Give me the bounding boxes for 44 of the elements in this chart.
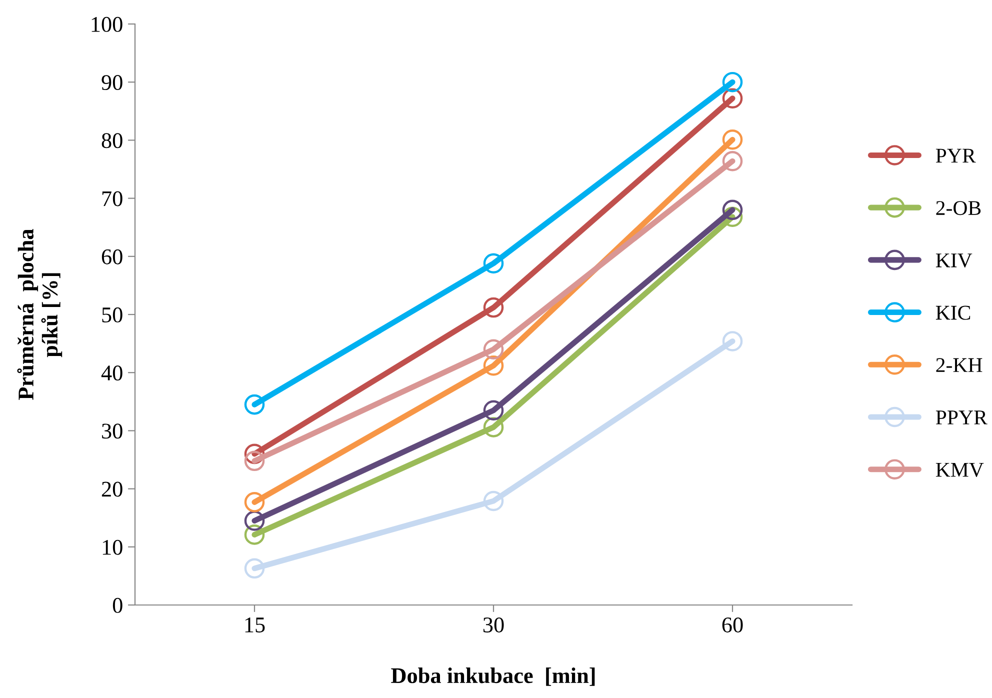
y-tick-label: 20 xyxy=(102,482,122,497)
point xyxy=(722,88,743,109)
x-axis-title: Doba inkubace [min] xyxy=(391,668,595,686)
point xyxy=(244,524,265,545)
point xyxy=(244,558,265,579)
point xyxy=(722,331,743,352)
y-tick-label: 70 xyxy=(102,191,122,206)
x-tick-label: 30 xyxy=(483,617,504,632)
legend-label: KMV xyxy=(936,462,984,477)
point xyxy=(483,339,504,360)
legend-label: PYR xyxy=(936,148,976,163)
point xyxy=(483,297,504,318)
x-tick-label: 15 xyxy=(245,618,265,632)
y-tick-label: 10 xyxy=(102,540,122,555)
point xyxy=(244,444,265,464)
y-tick-label: 30 xyxy=(102,424,122,439)
x-tick-label: 60 xyxy=(722,617,743,632)
y-tick-label: 50 xyxy=(102,307,122,322)
y-tick-label: 80 xyxy=(102,133,122,148)
legend-label: PPYR xyxy=(936,410,988,424)
y-tick-label: 90 xyxy=(102,75,122,90)
point xyxy=(722,200,743,220)
y-axis-title: Průměrná plocha píků [%] xyxy=(17,229,62,400)
legend-label: 2-KH xyxy=(936,358,982,372)
y-tick-label: 40 xyxy=(101,366,122,381)
point xyxy=(483,417,504,438)
legend-label: KIV xyxy=(936,254,972,268)
point xyxy=(483,400,504,421)
point xyxy=(722,72,743,92)
y-tick-label: 60 xyxy=(102,249,122,264)
point xyxy=(483,355,504,376)
point xyxy=(722,206,743,228)
point xyxy=(244,510,265,531)
y-tick-label: 0 xyxy=(112,598,122,613)
point xyxy=(244,492,265,512)
legend-label: 2-OB xyxy=(936,201,981,216)
point xyxy=(244,450,265,472)
point xyxy=(722,129,743,150)
point xyxy=(244,394,265,415)
point xyxy=(722,150,743,172)
y-tick-label: 100 xyxy=(92,16,122,32)
point xyxy=(483,253,504,274)
legend-label: KIC xyxy=(936,306,970,320)
point xyxy=(483,490,504,512)
